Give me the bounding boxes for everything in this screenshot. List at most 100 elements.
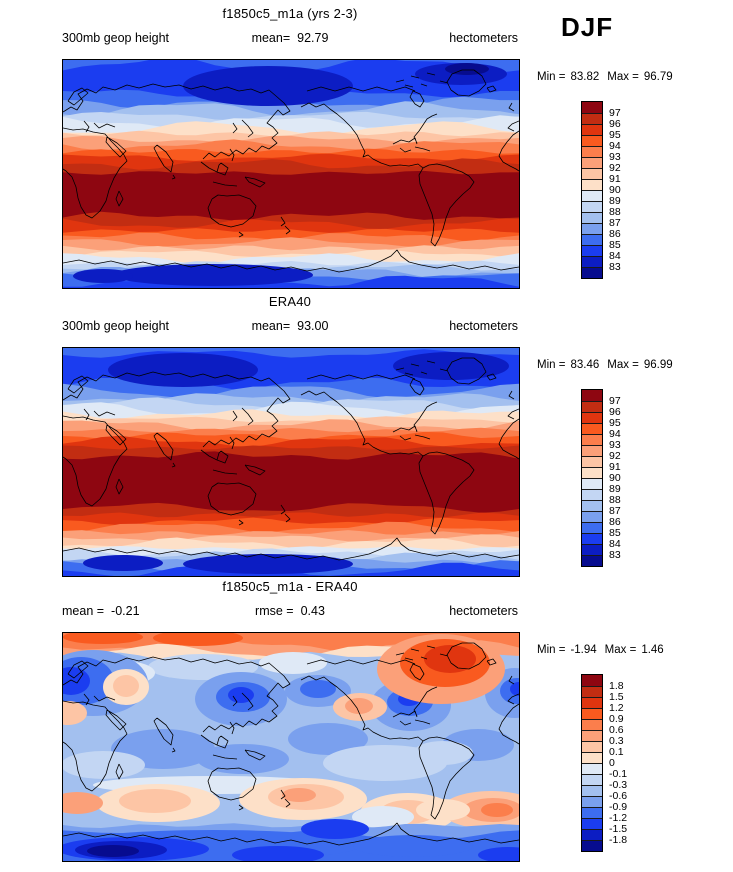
colorbar-segment bbox=[582, 500, 602, 511]
min-label: Min = bbox=[537, 359, 566, 371]
colorbar-segment bbox=[582, 708, 602, 719]
colorbar-segment bbox=[582, 157, 602, 168]
colorbar-segment bbox=[582, 697, 602, 708]
units-label: hectometers bbox=[449, 604, 518, 618]
colorbar-segment bbox=[582, 445, 602, 456]
colorbar-segment bbox=[582, 423, 602, 434]
colorbar-tick-label: 87 bbox=[609, 505, 621, 517]
mean-stat: mean = -0.21 bbox=[62, 604, 140, 618]
colorbar-tick-label: 96 bbox=[609, 118, 621, 130]
contour-blob bbox=[353, 835, 473, 857]
colorbar-segment bbox=[582, 796, 602, 807]
max-label: Max = bbox=[604, 644, 637, 656]
colorbar-segment bbox=[582, 730, 602, 741]
contour-blob bbox=[63, 633, 143, 644]
colorbar-tick-label: -1.8 bbox=[609, 834, 628, 846]
colorbar-tick-label: 83 bbox=[609, 261, 621, 273]
colorbar-segment bbox=[582, 124, 602, 135]
colorbar-segment bbox=[582, 412, 602, 423]
contour-blob bbox=[228, 687, 254, 703]
field-label: 300mb geop height bbox=[62, 31, 170, 45]
units-label: hectometers bbox=[449, 319, 518, 333]
panel-model: f1850c5_m1a (yrs 2-3) 300mb geop height … bbox=[0, 1, 733, 289]
colorbar-segment bbox=[582, 675, 602, 686]
colorbar-segment bbox=[582, 522, 602, 533]
panel-header-row: mean = -0.21 rmse = 0.43 hectometers bbox=[62, 604, 518, 620]
contour-blob bbox=[63, 792, 103, 814]
colorbar-tick-label: 92 bbox=[609, 450, 621, 462]
colorbar-segment bbox=[582, 234, 602, 245]
contour-blob bbox=[413, 741, 473, 765]
colorbar-tick-label: 1.8 bbox=[609, 680, 624, 692]
colorbar-segment bbox=[582, 390, 602, 401]
colorbar-tick-label: -1.5 bbox=[609, 823, 628, 835]
colorbar-segment bbox=[582, 201, 602, 212]
max-label: Max = bbox=[607, 359, 639, 371]
colorbar-tick-label: 0.1 bbox=[609, 746, 624, 758]
colorbar-segment bbox=[582, 256, 602, 267]
contour-blob bbox=[424, 645, 476, 673]
min-label: Min = bbox=[537, 644, 566, 656]
colorbar-segment bbox=[582, 102, 602, 113]
era40-map bbox=[62, 347, 520, 577]
contour-blob bbox=[113, 675, 139, 697]
contour-blob bbox=[478, 847, 519, 861]
colorbar-tick-label: -0.3 bbox=[609, 779, 628, 791]
colorbar-segment bbox=[582, 533, 602, 544]
colorbar-segment bbox=[582, 555, 602, 566]
colorbar-segment bbox=[582, 267, 602, 278]
colorbar-tick-label: 91 bbox=[609, 461, 621, 473]
colorbar-segment bbox=[582, 146, 602, 157]
colorbar-segment bbox=[582, 511, 602, 522]
colorbar-tick-label: -0.1 bbox=[609, 768, 628, 780]
colorbar-tick-label: 95 bbox=[609, 129, 621, 141]
colorbar-segment bbox=[582, 434, 602, 445]
panel-era40: ERA40 300mb geop height mean= 93.00 hecto… bbox=[0, 289, 733, 577]
colorbar-tick-label: 89 bbox=[609, 195, 621, 207]
colorbar-tick-label: 0.6 bbox=[609, 724, 624, 736]
colorbar-tick-label: 94 bbox=[609, 140, 621, 152]
rmse-stat: rmse = 0.43 bbox=[255, 604, 325, 618]
contour-blob bbox=[183, 554, 353, 574]
colorbar-segment bbox=[582, 245, 602, 256]
contour-blob bbox=[282, 788, 316, 802]
colorbar-segment bbox=[582, 467, 602, 478]
colorbar-tick-label: 91 bbox=[609, 173, 621, 185]
colorbar-tick-label: 85 bbox=[609, 239, 621, 251]
colorbar-tick-label: 1.2 bbox=[609, 702, 624, 714]
colorbar-segment bbox=[582, 686, 602, 697]
field-label: 300mb geop height bbox=[62, 319, 170, 333]
contour-blob bbox=[300, 680, 336, 698]
colorbar-tick-label: 94 bbox=[609, 428, 621, 440]
colorbar: 1.8 1.5 1.2 0.9 0.6 0.3 0.1 0 -0.1 -0.3 -0.6 -0.9 -1… bbox=[581, 674, 627, 852]
contour-blob bbox=[232, 846, 324, 861]
colorbar-segment bbox=[582, 223, 602, 234]
contour-blob bbox=[119, 789, 191, 813]
colorbar-tick-label: 0 bbox=[609, 757, 615, 769]
colorbar-tick-label: 85 bbox=[609, 527, 621, 539]
colorbar-segment bbox=[582, 489, 602, 500]
mean-stat: mean= 92.79 bbox=[251, 31, 329, 45]
contour-blob bbox=[183, 66, 353, 106]
colorbar-tick-label: 90 bbox=[609, 184, 621, 196]
min-value: 83.82 bbox=[570, 71, 600, 83]
colorbar-tick-label: 89 bbox=[609, 483, 621, 495]
contour-blob bbox=[63, 751, 145, 779]
contour-blob bbox=[87, 845, 139, 857]
colorbar-tick-label: 93 bbox=[609, 151, 621, 163]
panel-title: f1850c5_m1a - ERA40 bbox=[222, 579, 358, 594]
colorbar-segment bbox=[582, 135, 602, 146]
colorbar-tick-label: 84 bbox=[609, 250, 621, 262]
colorbar-segment bbox=[582, 401, 602, 412]
max-value: 1.46 bbox=[641, 644, 664, 656]
colorbar-tick-label: 90 bbox=[609, 472, 621, 484]
units-label: hectometers bbox=[449, 31, 518, 45]
colorbar-segment bbox=[582, 168, 602, 179]
colorbar: 97 96 95 94 93 92 91 90 89 88 87 86 85 84 83 bbox=[581, 389, 621, 567]
colorbar-tick-label: 97 bbox=[609, 107, 621, 119]
colorbar-segment bbox=[582, 741, 602, 752]
colorbar-tick-label: 86 bbox=[609, 228, 621, 240]
colorbar-tick-label: 88 bbox=[609, 206, 621, 218]
colorbar-segment bbox=[582, 212, 602, 223]
panel-header-row: 300mb geop height mean= 93.00 hectometers bbox=[62, 319, 518, 335]
